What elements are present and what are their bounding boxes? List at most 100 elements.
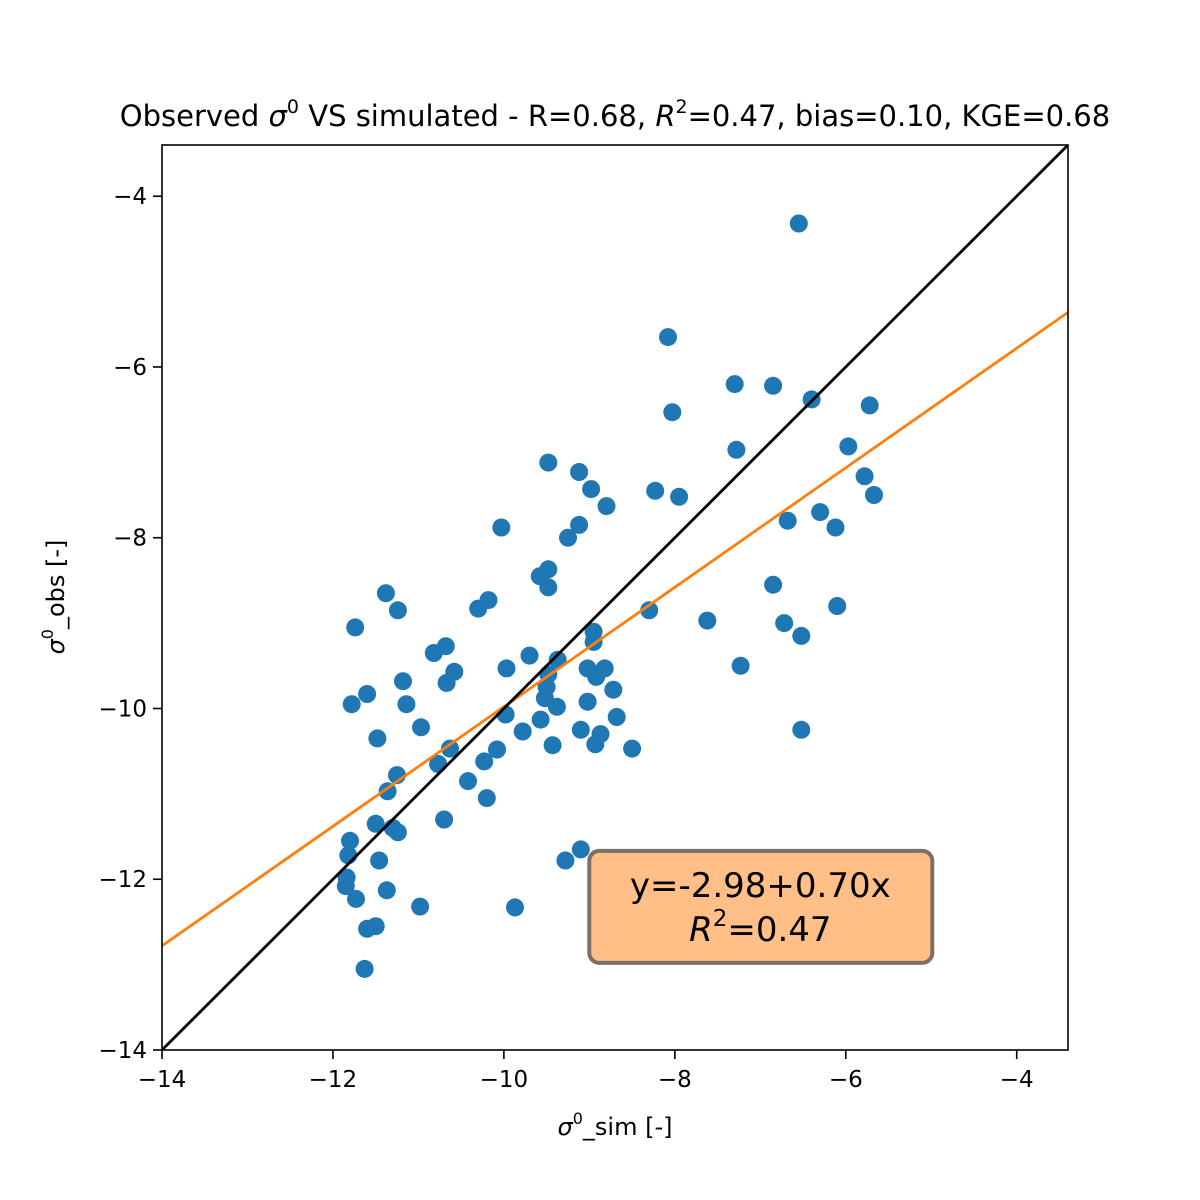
fit-line xyxy=(162,311,1068,947)
data-point xyxy=(377,881,396,900)
data-point xyxy=(764,376,783,395)
data-point xyxy=(604,680,623,699)
data-point xyxy=(855,467,874,486)
data-point xyxy=(775,614,794,633)
x-tick-label: −8 xyxy=(658,1067,692,1093)
x-axis-label: σ0_sim [-] xyxy=(558,1109,673,1141)
data-point xyxy=(587,667,606,686)
x-tick-label: −10 xyxy=(480,1067,529,1093)
y-axis-label: σ0_obs [-] xyxy=(38,540,70,655)
plot-frame xyxy=(161,144,1069,1051)
data-point xyxy=(469,599,488,618)
data-point xyxy=(586,735,605,754)
data-point xyxy=(811,503,830,522)
data-point xyxy=(341,831,359,850)
data-point xyxy=(459,772,477,791)
data-point xyxy=(347,889,365,908)
data-point xyxy=(548,650,567,669)
data-point xyxy=(547,697,566,716)
data-point xyxy=(539,453,558,472)
data-point xyxy=(670,487,689,506)
data-point xyxy=(764,575,783,594)
identity-line xyxy=(162,145,1068,1050)
data-point xyxy=(597,497,616,516)
data-point xyxy=(543,736,562,755)
data-point xyxy=(388,823,407,842)
data-point xyxy=(513,722,532,741)
data-point xyxy=(475,752,494,771)
data-point xyxy=(346,618,365,637)
data-point xyxy=(860,396,879,415)
data-point xyxy=(828,597,847,615)
plot-marks xyxy=(162,145,1068,1050)
data-point xyxy=(792,720,811,739)
data-point xyxy=(520,646,539,665)
data-point xyxy=(623,739,642,758)
data-point xyxy=(424,644,443,662)
data-point xyxy=(727,440,746,459)
data-point xyxy=(378,782,397,801)
data-point xyxy=(607,708,626,726)
data-point xyxy=(865,486,883,504)
data-point xyxy=(571,720,590,739)
data-point xyxy=(839,437,858,456)
data-point xyxy=(559,528,577,547)
data-point xyxy=(412,718,430,737)
x-tick-label: −6 xyxy=(829,1067,863,1093)
annotation-box xyxy=(587,848,935,965)
x-tick-label: −12 xyxy=(309,1067,358,1093)
chart-title: Observed σ0 VS simulated - R=0.68, R2=0.… xyxy=(120,96,1110,133)
data-point xyxy=(342,695,361,714)
y-tick-label: −14 xyxy=(98,1038,147,1064)
x-tick-label: −14 xyxy=(138,1067,187,1093)
data-point xyxy=(578,692,597,711)
data-point xyxy=(441,739,459,758)
data-point xyxy=(394,672,412,691)
data-point xyxy=(826,518,845,537)
data-point xyxy=(663,403,682,422)
annotation-equation: y=-2.98+0.70x xyxy=(630,866,891,906)
y-tick-label: −6 xyxy=(113,355,147,381)
data-point xyxy=(539,578,558,597)
data-point xyxy=(531,710,550,729)
data-point xyxy=(358,685,377,703)
data-point xyxy=(411,897,430,916)
y-tick-label: −4 xyxy=(113,184,147,210)
data-point xyxy=(582,480,601,499)
data-point xyxy=(488,740,506,759)
data-point xyxy=(397,695,416,714)
y-tick-label: −12 xyxy=(98,867,147,893)
x-tick-label: −4 xyxy=(1000,1067,1034,1093)
data-point xyxy=(355,959,374,978)
y-axis-ticks: −14 −12 −10 −8 −6 −4 xyxy=(98,184,162,1064)
data-point xyxy=(778,511,797,530)
data-point xyxy=(497,659,516,678)
data-point xyxy=(339,846,358,865)
data-point xyxy=(368,729,387,748)
data-point xyxy=(570,515,589,534)
data-point xyxy=(731,656,750,675)
y-tick-label: −8 xyxy=(113,526,147,552)
data-point xyxy=(376,584,395,603)
data-point xyxy=(366,814,385,833)
data-point xyxy=(571,840,590,859)
data-point xyxy=(492,518,511,537)
data-point xyxy=(366,917,385,936)
data-point xyxy=(789,214,808,233)
data-point xyxy=(640,601,659,620)
data-point xyxy=(336,877,355,896)
data-point xyxy=(506,898,524,917)
x-axis-ticks: −14 −12 −10 −8 −6 −4 xyxy=(138,1050,1034,1093)
data-point xyxy=(725,375,744,394)
data-point xyxy=(792,626,811,645)
data-point xyxy=(570,463,589,481)
annotation-r-squared: R2=0.47 xyxy=(689,906,831,950)
regression-annotation: y=-2.98+0.70x R2=0.47 xyxy=(587,848,935,965)
data-point xyxy=(388,601,407,620)
data-point xyxy=(646,481,665,500)
data-point xyxy=(437,673,456,692)
data-point xyxy=(435,810,454,829)
y-tick-label: −10 xyxy=(98,696,147,722)
data-point xyxy=(659,328,677,347)
